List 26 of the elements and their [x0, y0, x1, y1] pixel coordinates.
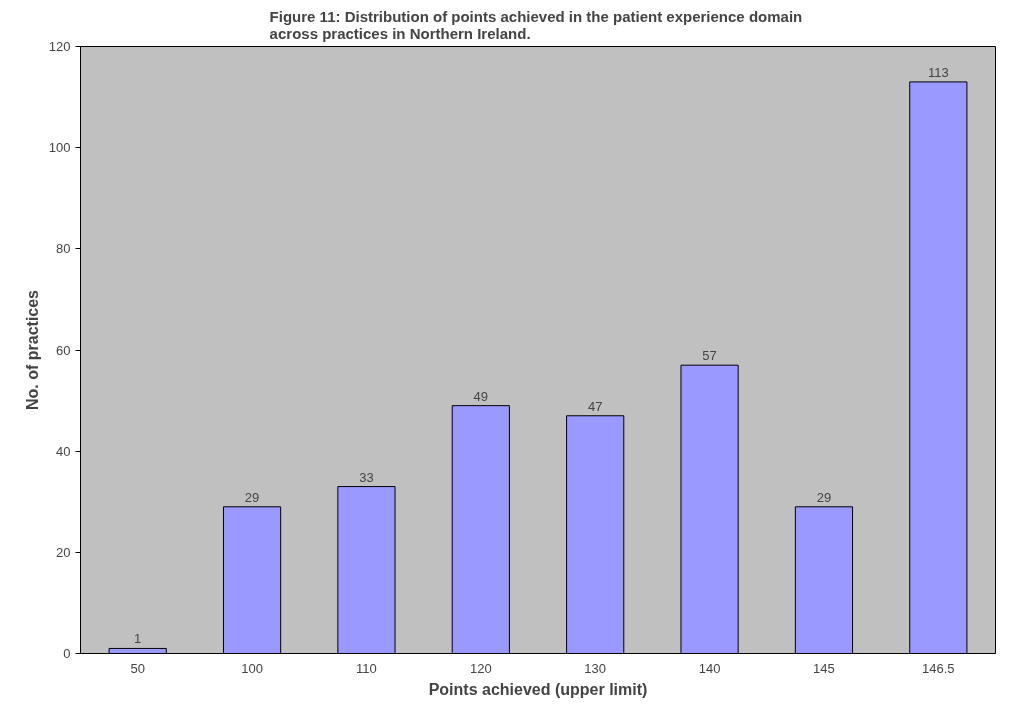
y-tick-label: 60 [56, 342, 71, 358]
x-tick-label: 110 [356, 660, 377, 676]
x-tick-label: 50 [130, 660, 145, 676]
x-axis-title: Points achieved (upper limit) [428, 680, 648, 698]
y-axis-title: No. of practices [23, 289, 41, 411]
y-tick-label: 40 [56, 443, 71, 459]
y-tick-label: 80 [56, 241, 71, 257]
x-tick-label: 130 [584, 660, 607, 676]
y-tick-label: 100 [48, 140, 71, 156]
data-label: 29 [816, 489, 832, 505]
y-tick-label: 120 [48, 39, 71, 54]
x-tick-label: 145 [813, 660, 835, 676]
data-label: 57 [702, 348, 717, 364]
x-tick-label: 120 [469, 660, 492, 676]
data-label: 113 [927, 64, 949, 80]
y-tick-label: 20 [56, 544, 71, 560]
x-tick-label: 140 [698, 660, 721, 676]
data-label: 1 [134, 631, 142, 647]
data-label: 49 [473, 388, 489, 404]
chart-title: Figure 11: Distribution of points achieved in the patient experience domain across practices in Northern Ireland. [269, 7, 803, 42]
x-tick-label: 146.5 [922, 660, 955, 676]
x-tick-label: 100 [241, 660, 263, 676]
data-label: 29 [244, 489, 260, 505]
data-label: 47 [587, 398, 603, 414]
y-tick-label: 0 [63, 646, 71, 661]
data-label: 33 [359, 469, 374, 485]
